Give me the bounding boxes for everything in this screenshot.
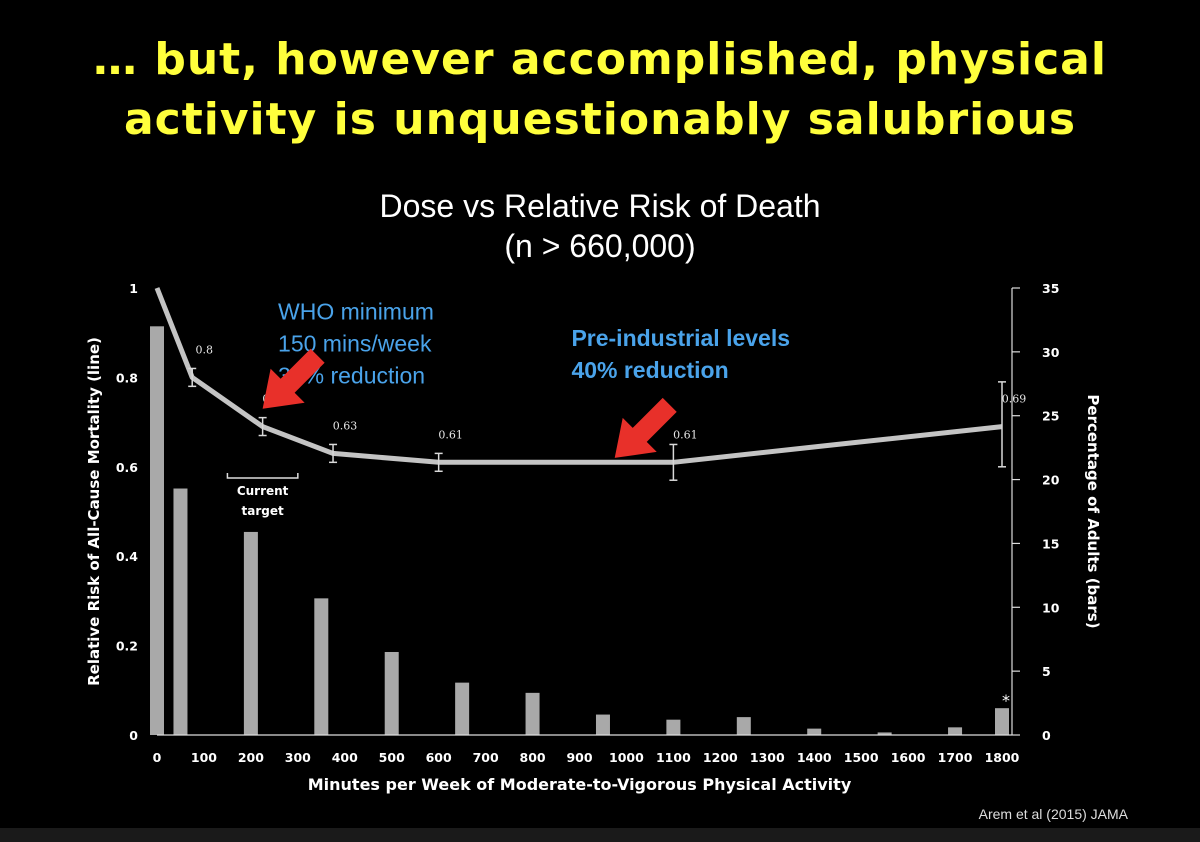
- current-target-label: Current target: [237, 484, 289, 518]
- arrow-preindustrial-icon: [614, 397, 677, 458]
- line-series: 0.80.690.630.610.610.69: [154, 287, 1027, 481]
- bar: [173, 488, 188, 735]
- annotation-preindustrial: Pre-industrial levels 40% reduction: [571, 325, 790, 383]
- bar: [455, 682, 470, 735]
- headline-line-2: activity is unquestionably salubrious: [123, 94, 1077, 145]
- bar: [314, 598, 329, 735]
- y-left-tick-label: 0: [129, 728, 138, 743]
- bar-annotation: *: [1002, 691, 1010, 710]
- x-tick-label: 1100: [656, 750, 691, 765]
- bar: [666, 719, 681, 735]
- bar: [948, 727, 963, 735]
- bar: [877, 732, 892, 735]
- chart-title-block: Dose vs Relative Risk of Death (n > 660,…: [0, 186, 1200, 266]
- x-tick-label: 300: [285, 750, 311, 765]
- chart-title: Dose vs Relative Risk of Death: [379, 188, 821, 224]
- x-axis-title: Minutes per Week of Moderate-to-Vigorous…: [308, 775, 852, 794]
- axes: 0 100 200 300 400 500 600 700 800 900 1000 1100 1200…: [85, 281, 1102, 794]
- arrow-who-icon: [262, 348, 325, 409]
- bar-series: *: [150, 326, 1010, 735]
- y-right-tick-label: 30: [1042, 345, 1060, 360]
- bar: [807, 728, 822, 735]
- annotations: Current target WHO minimum 150 mins/week 30%…: [226, 298, 790, 518]
- y-left-tick-label: 0.6: [116, 460, 138, 475]
- y-left-tick-label: 0.4: [116, 549, 138, 564]
- x-tick-label: 400: [332, 750, 358, 765]
- bar: [736, 717, 751, 735]
- y-right-tick-label: 10: [1042, 600, 1060, 615]
- y-right-tick-label: 25: [1042, 409, 1059, 424]
- y-right-tick-label: 35: [1042, 281, 1059, 296]
- x-tick-label: 1600: [891, 750, 926, 765]
- chart-subtitle: (n > 660,000): [504, 228, 696, 264]
- x-tick-label: 200: [238, 750, 264, 765]
- point-label: 0.61: [438, 428, 463, 441]
- y-left-axis-title: Relative Risk of All-Cause Mortality (li…: [85, 337, 103, 686]
- bottom-strip: [0, 828, 1200, 842]
- x-tick-label: 600: [426, 750, 452, 765]
- y-left-tick-label: 0.2: [116, 639, 138, 654]
- y-left-tick-label: 1: [129, 281, 138, 296]
- x-tick-label: 1700: [938, 750, 973, 765]
- y-left-tick-label: 0.8: [116, 370, 138, 385]
- y-right-axis-title: Percentage of Adults (bars): [1084, 394, 1102, 628]
- y-right-tick-label: 5: [1042, 664, 1051, 679]
- headline-line-1: … but, however accomplished, physical: [93, 34, 1107, 85]
- current-target-bracket: [226, 472, 299, 479]
- citation: Arem et al (2015) JAMA: [978, 806, 1128, 822]
- point-label: 0.63: [333, 419, 358, 432]
- slide-headline: … but, however accomplished, physical ac…: [0, 30, 1200, 150]
- x-tick-label: 1300: [750, 750, 785, 765]
- y-right-tick-label: 20: [1042, 473, 1060, 488]
- x-tick-label: 0: [153, 750, 162, 765]
- x-tick-label: 1400: [797, 750, 832, 765]
- x-tick-label: 500: [379, 750, 405, 765]
- y-right-tick-label: 0: [1042, 728, 1051, 743]
- point-label: 0.8: [195, 343, 213, 356]
- bar: [243, 531, 258, 735]
- x-tick-label: 1000: [609, 750, 644, 765]
- bar: [525, 692, 540, 735]
- annotation-who: WHO minimum 150 mins/week 30% reduction: [278, 298, 434, 388]
- x-tick-label: 800: [520, 750, 546, 765]
- x-tick-label: 700: [473, 750, 499, 765]
- x-tick-label: 1500: [844, 750, 879, 765]
- bar: [150, 326, 164, 735]
- bar: [384, 651, 399, 735]
- point-label: 0.61: [673, 428, 698, 441]
- point-label: 0.69: [1002, 393, 1027, 406]
- bar: [595, 714, 610, 735]
- x-tick-label: 1200: [703, 750, 738, 765]
- x-tick-label: 1800: [985, 750, 1020, 765]
- x-tick-label: 900: [566, 750, 592, 765]
- y-right-tick-label: 15: [1042, 536, 1059, 551]
- bar: [995, 708, 1009, 735]
- x-tick-label: 100: [191, 750, 217, 765]
